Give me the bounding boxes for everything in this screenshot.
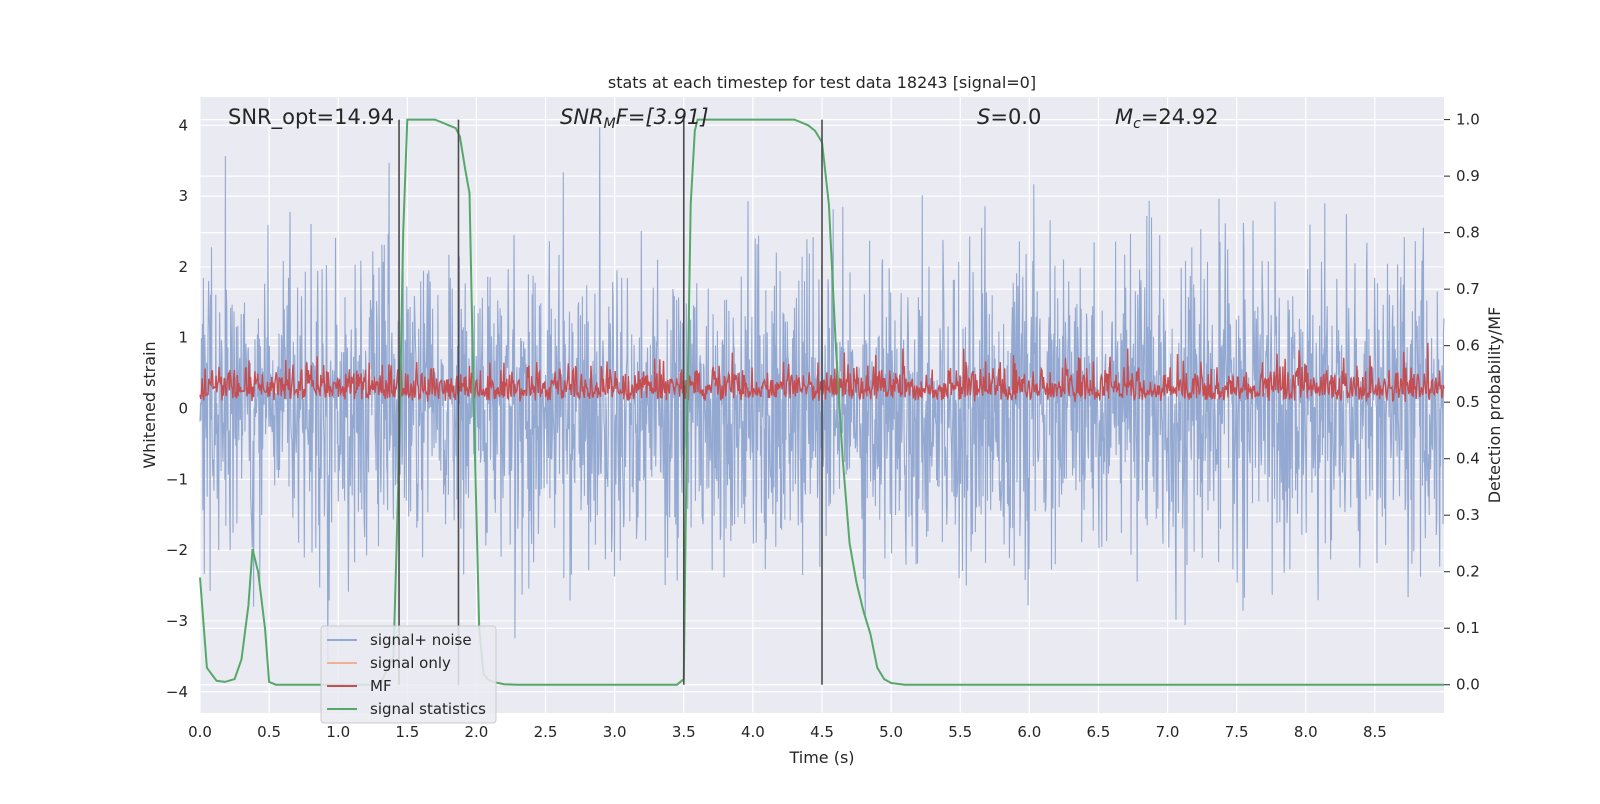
y-tick-label-right: 0.8 [1456, 224, 1480, 242]
legend-label-signal-statistics: signal statistics [370, 700, 486, 718]
y-tick-label-right: 0.7 [1456, 280, 1480, 298]
y-tick-label-left: −1 [166, 470, 188, 488]
y-tick-label-right: 0.6 [1456, 337, 1480, 355]
y-tick-label-left: 1 [178, 329, 188, 347]
x-tick-label: 4.5 [810, 723, 834, 741]
x-tick-label: 4.0 [741, 723, 765, 741]
y-tick-label-left: −2 [166, 541, 188, 559]
y-tick-label-right: 0.5 [1456, 393, 1480, 411]
legend-box [320, 625, 497, 724]
annotation-mc: Mc=24.92 [1115, 105, 1219, 132]
legend-label-signal-only: signal only [370, 654, 451, 672]
y-tick-label-right: 0.4 [1456, 450, 1480, 468]
x-tick-label: 3.0 [603, 723, 627, 741]
chart-title: stats at each timestep for test data 182… [608, 73, 1036, 92]
tick-labels: 0.0 0.5 1.0 1.5 2.0 2.5 3.0 3.5 4.0 4.5 5.0 5.5 6.0 6… [166, 111, 1480, 741]
y-axis-label-right: Detection probability/MF [1485, 307, 1504, 504]
legend-label-signal-noise: signal+ noise [370, 631, 472, 649]
x-tick-label: 3.5 [672, 723, 696, 741]
y-tick-label-right: 0.0 [1456, 676, 1480, 694]
x-tick-label: 0.0 [188, 723, 212, 741]
y-tick-label-right: 0.9 [1456, 167, 1480, 185]
x-tick-label: 1.5 [395, 723, 419, 741]
y-tick-label-left: 2 [178, 258, 188, 276]
x-tick-label: 6.0 [1017, 723, 1041, 741]
y-axis-label-left: Whitened strain [140, 341, 159, 468]
x-tick-label: 1.0 [326, 723, 350, 741]
x-tick-label: 8.5 [1363, 723, 1387, 741]
x-tick-label: 8.0 [1294, 723, 1318, 741]
annotation-snr-mf: SNRMF=[3.91] [560, 105, 709, 132]
annotation-mc-main: M [1115, 105, 1133, 129]
x-tick-label: 6.5 [1087, 723, 1111, 741]
y-tick-label-left: 3 [178, 187, 188, 205]
y-tick-label-right: 0.1 [1456, 619, 1480, 637]
annotation-s-main: S [977, 105, 990, 129]
x-tick-label: 2.5 [534, 723, 558, 741]
annotation-s: S=0.0 [977, 105, 1041, 129]
x-tick-label: 7.5 [1225, 723, 1249, 741]
annotation-snr-mf-sub: M [604, 116, 616, 132]
x-tick-label: 5.5 [948, 723, 972, 741]
y-tick-label-left: −4 [166, 683, 188, 701]
y-tick-label-left: 0 [178, 400, 188, 418]
annotation-snr-opt: SNR_opt=14.94 [228, 105, 394, 130]
x-axis-label: Time (s) [788, 748, 854, 767]
vertical-markers [398, 119, 823, 685]
x-tick-label: 7.0 [1156, 723, 1180, 741]
annotation-mc-rest: =24.92 [1141, 105, 1219, 129]
annotation-s-rest: =0.0 [990, 105, 1041, 129]
x-tick-label: 2.0 [465, 723, 489, 741]
x-tick-label: 5.0 [879, 723, 903, 741]
y-tick-label-left: 4 [178, 116, 188, 134]
legend-label-mf: MF [370, 677, 392, 695]
annotation-snr-mf-main: SNR [560, 105, 604, 129]
y-tick-label-right: 0.3 [1456, 506, 1480, 524]
y-tick-label-left: −3 [166, 612, 188, 630]
annotation-snr-mf-rest: F=[3.91] [616, 105, 709, 129]
signal-statistics-series [199, 118, 1444, 686]
y-tick-label-right: 1.0 [1456, 111, 1480, 129]
x-tick-label: 0.5 [257, 723, 281, 741]
y-tick-label-right: 0.2 [1456, 563, 1480, 581]
legend: signal+ noise signal only MF signal stat… [320, 625, 497, 724]
annotation-mc-sub: c [1133, 116, 1141, 132]
signal-statistics-line [199, 118, 1444, 686]
